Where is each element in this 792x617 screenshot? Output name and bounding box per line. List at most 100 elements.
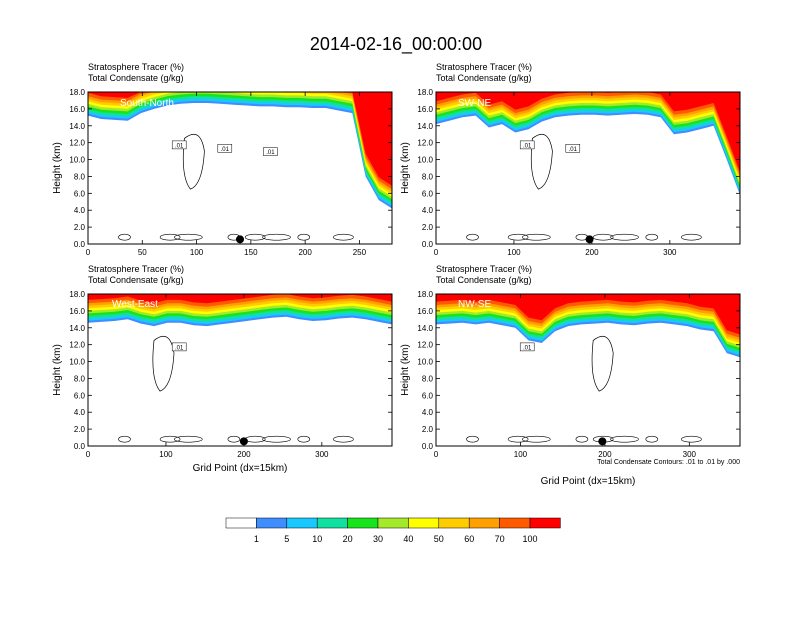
x-axis-label: Grid Point (dx=15km) xyxy=(541,476,636,487)
x-tick-label: 150 xyxy=(244,248,258,257)
contour-label-box xyxy=(171,342,187,352)
y-axis-label: Height (km) xyxy=(52,142,63,194)
x-axis-label: Grid Point (dx=15km) xyxy=(193,463,288,474)
y-tick-label: 18.0 xyxy=(69,290,85,299)
y-tick-label: 2.0 xyxy=(74,223,86,232)
low-cloud-contour xyxy=(297,435,311,443)
y-tick-label: 6.0 xyxy=(74,391,86,400)
panel-label: West-East xyxy=(112,299,158,310)
low-cloud-contour xyxy=(159,435,181,443)
low-cloud-contour xyxy=(118,233,131,241)
panel-sw-ne: Stratosphere Tracer (%) Total Condensate… xyxy=(400,62,741,257)
x-tick-label: 0 xyxy=(86,450,91,459)
condensate-contours: .01 xyxy=(118,335,354,443)
panel-south-north: Stratosphere Tracer (%) Total Condensate… xyxy=(52,62,393,257)
low-cloud-contour xyxy=(227,435,241,443)
panel-nw-se: Stratosphere Tracer (%) Total Condensate… xyxy=(400,264,741,487)
y-tick-label: 8.0 xyxy=(74,172,86,181)
panel-title-line2: Total Condensate (g/kg) xyxy=(88,275,184,285)
cloud-contour xyxy=(152,335,175,392)
y-tick-label: 10.0 xyxy=(69,358,85,367)
axis-ticks: 0 100 200 300 0.0 2.0 4.0 6.0 8.0 10.0 12.0 14.0 16.… xyxy=(417,290,740,459)
colorbar-swatch xyxy=(468,517,500,529)
low-cloud-contour xyxy=(681,233,702,241)
x-tick-label: 100 xyxy=(159,450,173,459)
x-tick-label: 300 xyxy=(683,450,697,459)
low-cloud-contour xyxy=(333,435,354,443)
x-tick-label: 200 xyxy=(298,248,312,257)
figure-title: 2014-02-16_00:00:00 xyxy=(310,34,482,55)
low-cloud-contour xyxy=(507,435,529,443)
y-tick-label: 2.0 xyxy=(422,223,434,232)
tracer-band-10 xyxy=(436,294,740,335)
low-cloud-contour xyxy=(521,233,551,241)
axis-ticks: 0 100 200 300 0.0 2.0 4.0 6.0 8.0 10.0 12.0 14.0 16.… xyxy=(417,88,740,257)
y-tick-label: 8.0 xyxy=(422,172,434,181)
low-cloud-contour xyxy=(174,233,203,241)
y-tick-label: 4.0 xyxy=(422,408,434,417)
colorbar-label: 30 xyxy=(373,534,383,544)
contour-label: .01 xyxy=(523,143,532,149)
x-tick-label: 0 xyxy=(86,248,91,257)
x-tick-label: 0 xyxy=(434,450,439,459)
contour-label-box xyxy=(519,140,535,150)
low-cloud-contour xyxy=(174,435,203,443)
low-cloud-contour xyxy=(466,435,479,443)
y-tick-label: 16.0 xyxy=(69,105,85,114)
x-tick-label: 300 xyxy=(315,450,329,459)
x-tick-label: 50 xyxy=(138,248,147,257)
contour-label: .01 xyxy=(175,345,184,351)
tracer-band-9 xyxy=(436,294,740,338)
contour-label: .01 xyxy=(266,150,275,156)
colorbar-label: 100 xyxy=(522,534,537,544)
y-tick-label: 18.0 xyxy=(417,290,433,299)
location-marker xyxy=(239,437,248,446)
condensate-contours: .01 .01 .01 xyxy=(118,133,354,241)
tracer-bands xyxy=(436,92,740,195)
low-cloud-contour xyxy=(333,233,354,241)
low-cloud-contour xyxy=(244,233,266,241)
tracer-bands xyxy=(436,294,740,358)
low-cloud-contour xyxy=(297,233,311,241)
low-cloud-contour xyxy=(645,233,659,241)
y-tick-label: 12.0 xyxy=(69,139,85,148)
colorbar-swatch xyxy=(225,517,257,529)
low-cloud-contour xyxy=(521,435,551,443)
low-cloud-contour xyxy=(507,233,529,241)
colorbar-swatch xyxy=(256,517,288,529)
panel-west-east: Stratosphere Tracer (%) Total Condensate… xyxy=(52,264,393,474)
tracer-band-10 xyxy=(436,92,740,173)
colorbar-swatch xyxy=(408,517,440,529)
low-cloud-contour xyxy=(592,233,614,241)
y-tick-label: 10.0 xyxy=(417,358,433,367)
plot-frame xyxy=(87,293,393,447)
y-tick-label: 8.0 xyxy=(422,374,434,383)
panel-title-line1: Stratosphere Tracer (%) xyxy=(88,264,184,274)
y-tick-label: 12.0 xyxy=(69,341,85,350)
low-cloud-contour xyxy=(159,233,181,241)
y-tick-label: 4.0 xyxy=(74,206,86,215)
y-axis-label: Height (km) xyxy=(52,344,63,396)
y-tick-label: 16.0 xyxy=(417,307,433,316)
y-tick-label: 0.0 xyxy=(422,442,434,451)
low-cloud-contour xyxy=(262,233,291,241)
y-tick-label: 0.0 xyxy=(74,442,86,451)
contour-label: .01 xyxy=(569,147,578,153)
contour-label-box xyxy=(171,140,187,150)
plot-frame xyxy=(87,91,393,245)
cloud-contour xyxy=(182,133,205,190)
condensate-contours: .01 xyxy=(466,335,702,443)
y-tick-label: 12.0 xyxy=(417,139,433,148)
x-tick-label: 100 xyxy=(507,248,521,257)
tracer-band-10 xyxy=(88,92,392,186)
y-axis-label: Height (km) xyxy=(400,142,411,194)
y-tick-label: 2.0 xyxy=(74,425,86,434)
x-tick-label: 0 xyxy=(434,248,439,257)
y-tick-label: 10.0 xyxy=(69,156,85,165)
tracer-band-10 xyxy=(88,294,392,304)
colorbar-label: 50 xyxy=(434,534,444,544)
x-tick-label: 200 xyxy=(585,248,599,257)
contour-label: .01 xyxy=(523,345,532,351)
y-tick-label: 0.0 xyxy=(74,240,86,249)
